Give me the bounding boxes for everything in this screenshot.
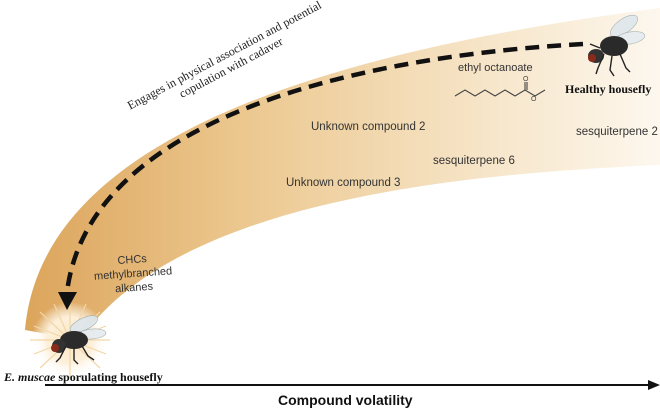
- housefly-healthy-icon: [588, 14, 646, 77]
- ester-o-label: O: [531, 96, 537, 103]
- compound-sesquiterpene-2: sesquiterpene 2: [576, 126, 658, 138]
- compound-sesquiterpene-6: sesquiterpene 6: [433, 155, 515, 167]
- compound-unknown-2: Unknown compound 2: [311, 121, 426, 133]
- ethyl-octanoate-structure-icon: [454, 82, 546, 97]
- sporulating-species-name: E. muscae: [4, 370, 56, 384]
- x-axis-arrowhead: [648, 380, 660, 390]
- healthy-housefly-label: Healthy housefly: [565, 82, 652, 96]
- compound-ethyl-octanoate: ethyl octanoate: [458, 62, 533, 74]
- sporulating-housefly-label: E. muscae sporulating housefly: [4, 370, 163, 385]
- attraction-arrowhead: [58, 292, 77, 310]
- compound-unknown-3: Unknown compound 3: [286, 177, 401, 189]
- sporulating-label-text: sporulating housefly: [55, 370, 163, 384]
- volatility-band: [25, 8, 660, 340]
- housefly-sporulating-icon: [51, 315, 107, 365]
- attraction-arrow: [64, 41, 584, 293]
- x-axis-label: Compound volatility: [278, 392, 413, 408]
- compound-chcs: CHCs methylbranched alkanes: [93, 250, 174, 297]
- carbonyl-o-label: O: [523, 76, 529, 83]
